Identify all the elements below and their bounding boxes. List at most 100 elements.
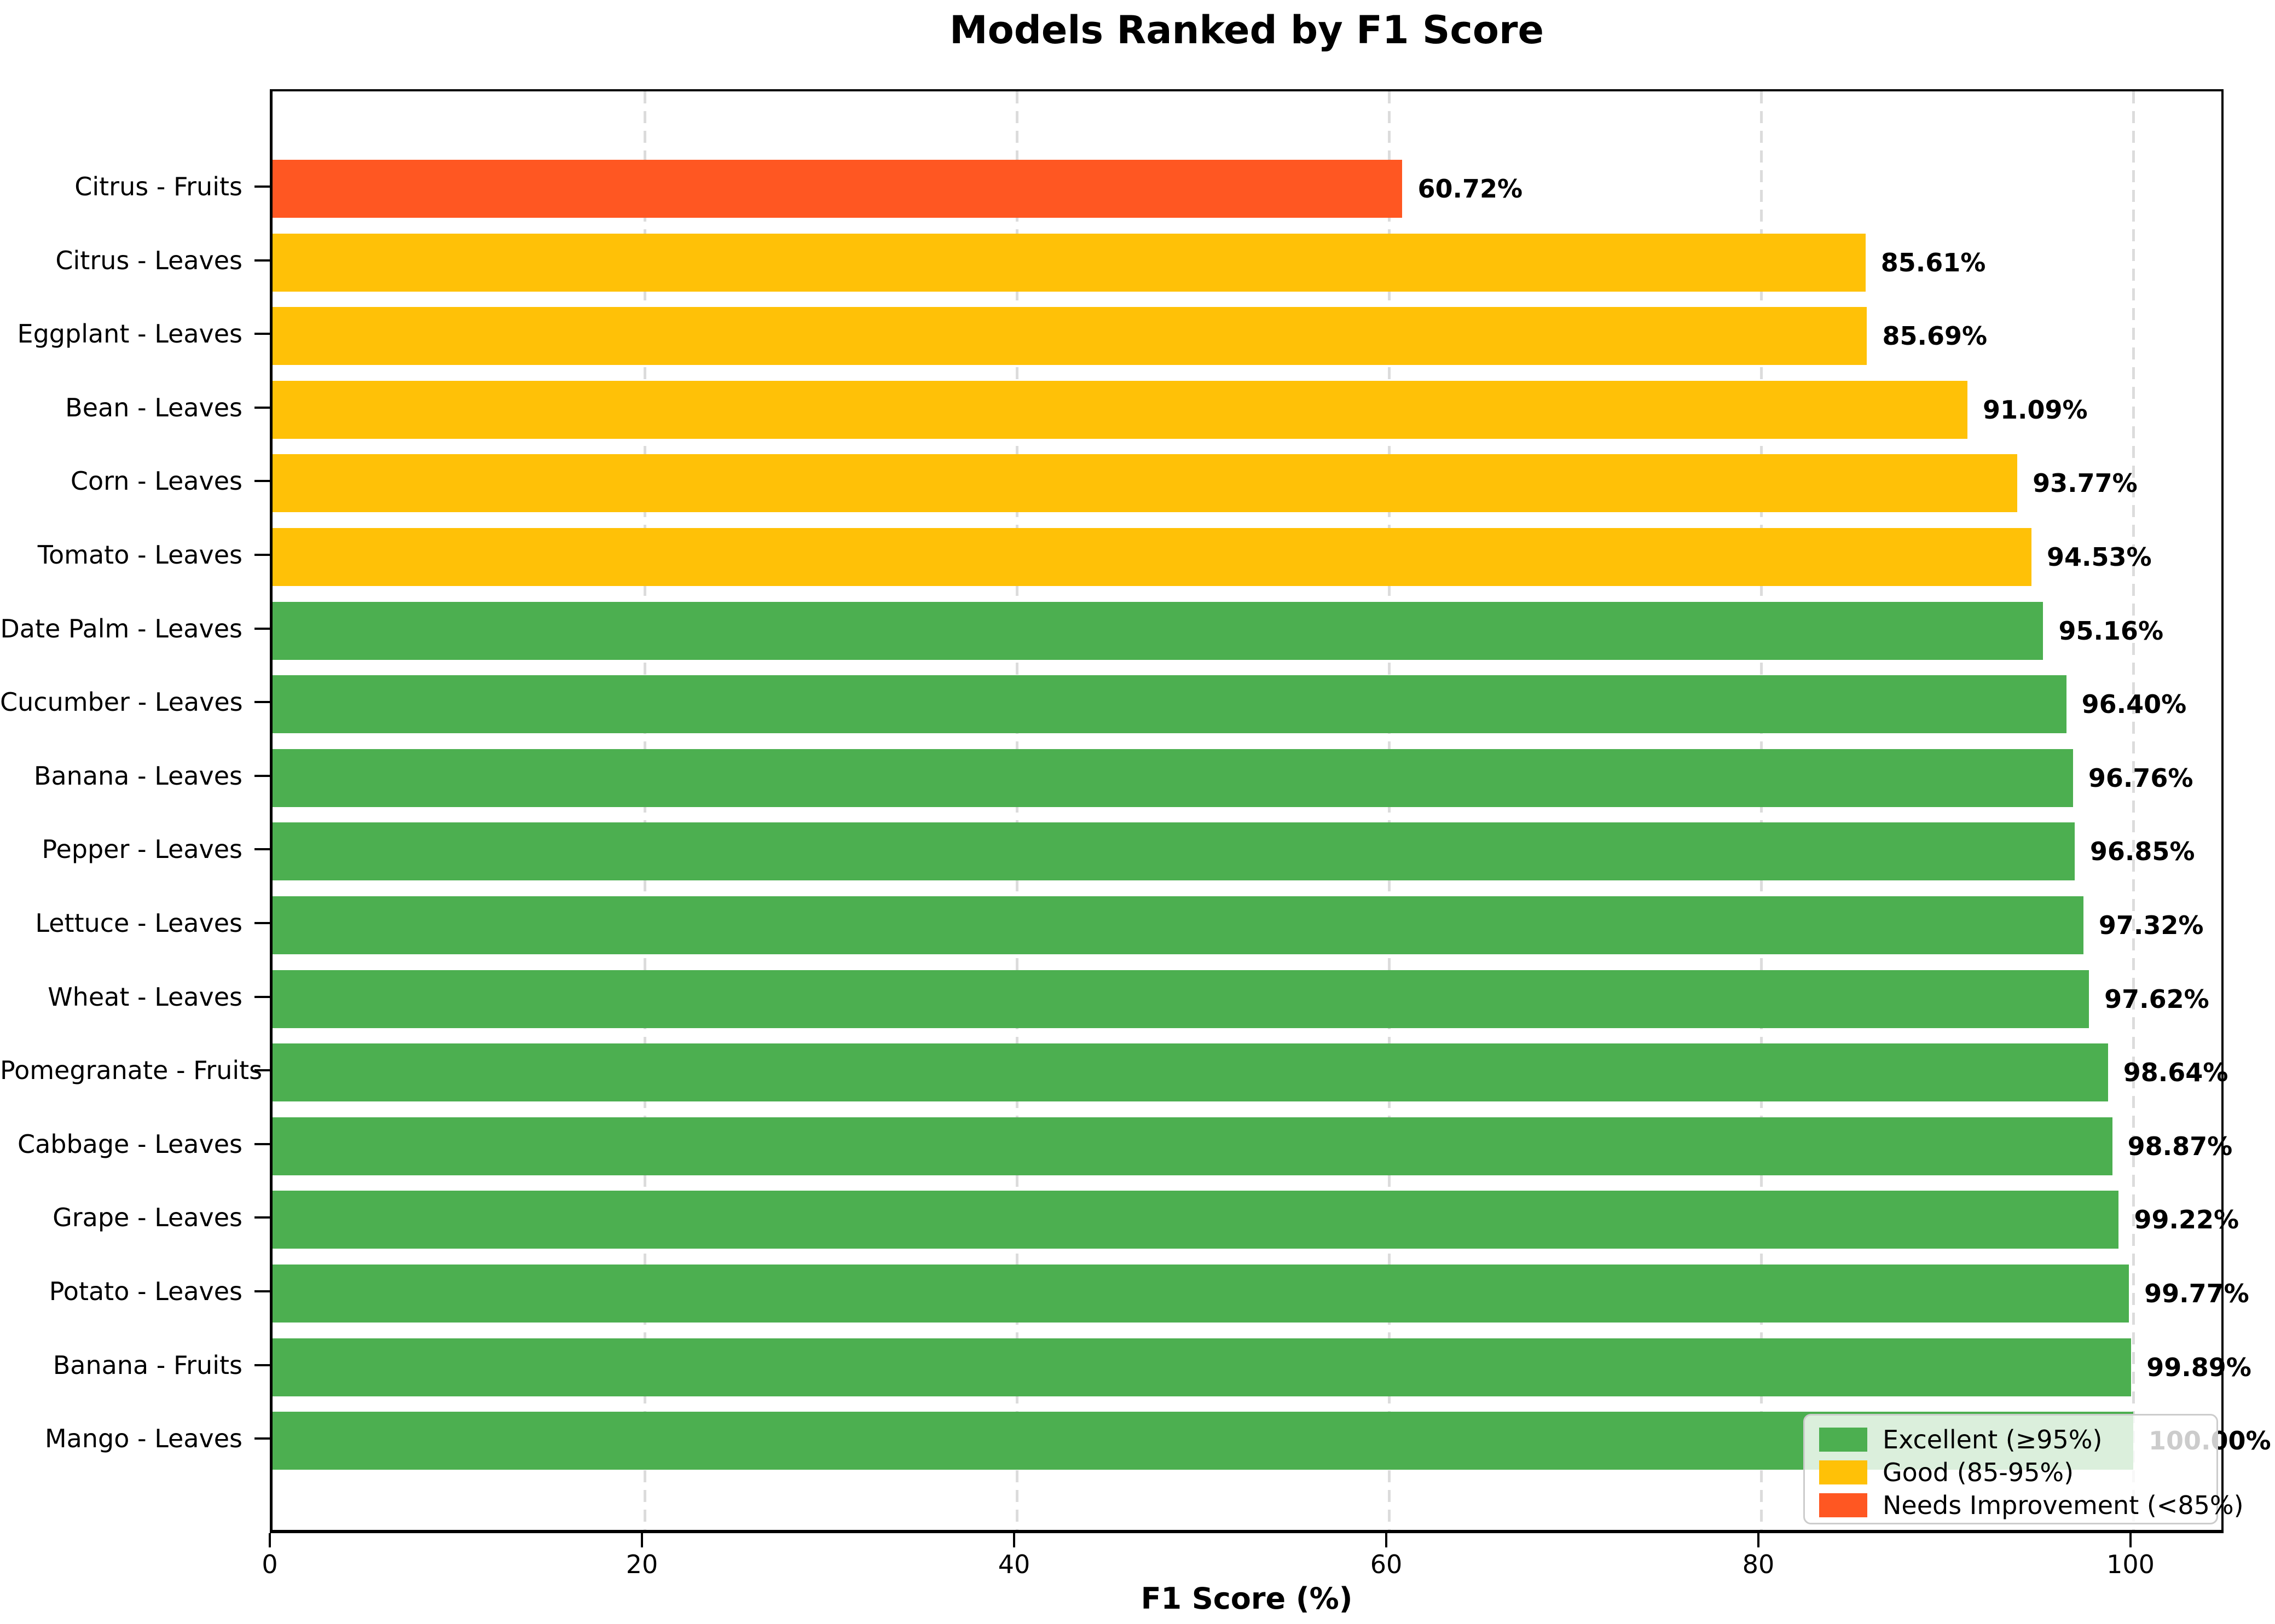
y-tick-mark <box>254 1069 270 1072</box>
y-tick-mark <box>254 1290 270 1292</box>
gridline <box>644 91 646 1530</box>
bar <box>273 749 2073 807</box>
y-tick-mark <box>254 1142 270 1145</box>
y-tick-mark <box>254 259 270 262</box>
y-tick-label: Wheat - Leaves <box>48 982 242 1012</box>
y-tick-label: Corn - Leaves <box>70 466 242 496</box>
y-tick-mark <box>254 995 270 998</box>
bar <box>273 307 1867 366</box>
bar <box>273 1043 2108 1102</box>
chart-title: Models Ranked by F1 Score <box>950 8 1544 53</box>
legend-swatch-needs_improvement <box>1819 1493 1867 1517</box>
y-tick-label: Cucumber - Leaves <box>0 687 243 717</box>
bar-value-label: 96.76% <box>2088 763 2193 793</box>
bar-value-label: 60.72% <box>1417 174 1523 204</box>
y-tick-label: Lettuce - Leaves <box>35 908 242 938</box>
y-tick-label: Pomegranate - Fruits <box>0 1055 263 1086</box>
y-tick-mark <box>254 1437 270 1440</box>
bar-value-label: 99.89% <box>2146 1352 2251 1382</box>
legend: Excellent (≥95%) Good (85-95%) Needs Impro… <box>1803 1414 2244 1524</box>
x-tick-mark <box>1757 1533 1759 1547</box>
gridline <box>2132 91 2135 1530</box>
x-tick-mark <box>269 1533 271 1547</box>
legend-item: Needs Improvement (<85%) <box>1819 1490 2244 1521</box>
x-tick-label: 80 <box>1742 1550 1775 1579</box>
legend-label: Needs Improvement (<85%) <box>1883 1490 2244 1520</box>
bar <box>273 380 1968 439</box>
bar-value-label: 94.53% <box>2047 542 2152 572</box>
bar <box>273 160 1403 218</box>
bar <box>273 1117 2112 1175</box>
bar-value-label: 95.16% <box>2058 616 2164 646</box>
bar-value-label: 96.40% <box>2081 689 2187 720</box>
y-tick-label: Potato - Leaves <box>49 1277 242 1306</box>
y-tick-mark <box>254 774 270 777</box>
y-tick-mark <box>254 922 270 924</box>
x-axis-label: F1 Score (%) <box>1141 1581 1353 1616</box>
bar <box>273 896 2083 954</box>
x-tick-mark <box>1385 1533 1387 1547</box>
gridline <box>1016 91 1018 1530</box>
y-tick-mark <box>254 406 270 409</box>
y-tick-label: Citrus - Fruits <box>74 172 242 201</box>
bar <box>273 1265 2129 1323</box>
legend-label: Excellent (≥95%) <box>1883 1425 2103 1454</box>
bar-value-label: 91.09% <box>1983 395 2088 425</box>
y-tick-label: Banana - Fruits <box>53 1350 242 1380</box>
bar-value-label: 96.85% <box>2089 837 2195 867</box>
bar-value-label: 93.77% <box>2033 468 2138 498</box>
y-tick-label: Cabbage - Leaves <box>17 1129 242 1159</box>
y-tick-label: Banana - Leaves <box>33 761 242 791</box>
legend-swatch-excellent <box>1819 1428 1867 1452</box>
y-tick-mark <box>254 480 270 483</box>
legend-items: Excellent (≥95%) Good (85-95%) Needs Impro… <box>1819 1424 2244 1521</box>
bar <box>273 1191 2119 1249</box>
y-tick-mark <box>254 848 270 851</box>
bar-value-label: 98.64% <box>2123 1058 2228 1088</box>
legend-item: Excellent (≥95%) <box>1819 1424 2216 1455</box>
bar <box>273 454 2018 513</box>
y-tick-mark <box>254 1364 270 1366</box>
y-tick-label: Grape - Leaves <box>53 1203 242 1233</box>
bar <box>273 528 2032 586</box>
gridline <box>1388 91 1391 1530</box>
y-tick-label: Bean - Leaves <box>65 392 242 422</box>
y-tick-mark <box>254 554 270 556</box>
bar-value-label: 85.61% <box>1880 247 1986 277</box>
y-tick-mark <box>254 185 270 188</box>
bar <box>273 970 2089 1028</box>
bar-value-label: 99.22% <box>2134 1205 2239 1235</box>
bar-value-label: 98.87% <box>2127 1131 2233 1161</box>
x-tick-label: 100 <box>2106 1550 2155 1579</box>
bar <box>273 601 2044 660</box>
x-tick-label: 20 <box>626 1550 658 1579</box>
plot-area: 60.72% 85.61% 85.69% 91.09% 93.77% 94.53% 95.1… <box>270 89 2271 1533</box>
y-tick-label: Citrus - Leaves <box>55 245 242 275</box>
bar-value-label: 97.32% <box>2098 910 2204 940</box>
y-tick-label: Mango - Leaves <box>44 1424 242 1454</box>
x-tick-label: 60 <box>1370 1550 1403 1579</box>
y-tick-mark <box>254 701 270 704</box>
x-tick-label: 0 <box>262 1550 278 1579</box>
bar-value-label: 85.69% <box>1882 321 1988 351</box>
legend-label: Good (85-95%) <box>1883 1458 2074 1487</box>
bar-value-label: 97.62% <box>2104 984 2209 1014</box>
gridline <box>1760 91 1763 1530</box>
y-tick-label: Tomato - Leaves <box>37 540 242 570</box>
y-tick-label: Eggplant - Leaves <box>17 319 242 349</box>
y-tick-mark <box>254 627 270 630</box>
legend-swatch-good <box>1819 1460 1867 1484</box>
y-tick-mark <box>254 333 270 335</box>
bar <box>273 822 2075 881</box>
bar <box>273 233 1866 292</box>
bar-value-label: 99.77% <box>2144 1279 2249 1308</box>
bar <box>273 675 2066 734</box>
x-tick-mark <box>641 1533 643 1547</box>
y-tick-label: Pepper - Leaves <box>42 834 242 865</box>
y-tick-label: Date Palm - Leaves <box>0 613 242 643</box>
x-tick-mark <box>2129 1533 2132 1547</box>
y-tick-mark <box>254 1216 270 1219</box>
x-tick-label: 40 <box>998 1550 1031 1579</box>
legend-item: Good (85-95%) <box>1819 1457 2216 1488</box>
